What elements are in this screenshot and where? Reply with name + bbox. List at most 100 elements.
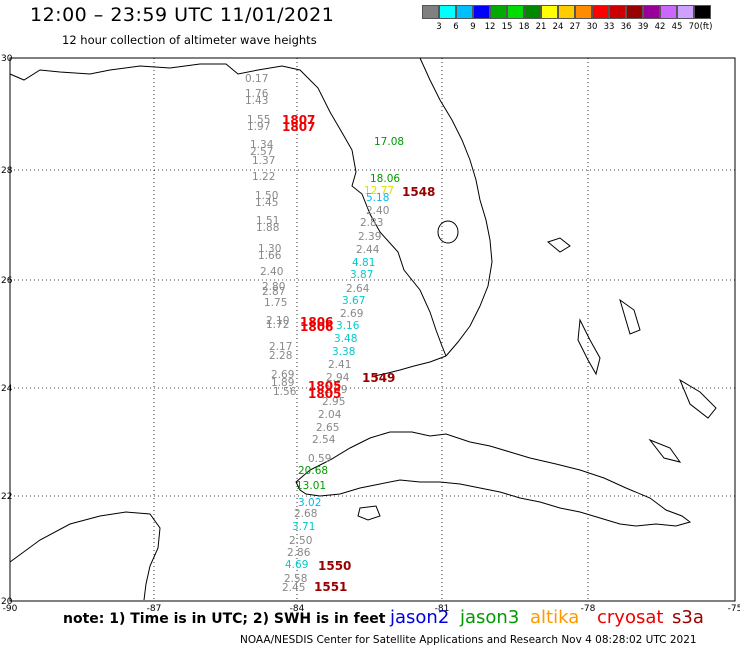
bahamas-ragged — [648, 438, 682, 463]
wave-height-label: 1.97 — [247, 121, 270, 133]
wave-height-label: 1.51 — [256, 215, 279, 227]
wave-height-label: 4.81 — [352, 257, 375, 269]
pass-number-label: 1807 — [282, 120, 315, 134]
wave-height-label: 3.16 — [336, 320, 360, 332]
wave-height-label: 2.10 — [266, 315, 289, 327]
color-scale-label: 70 — [688, 22, 700, 32]
satellite-legend-jason3: jason3 — [460, 607, 520, 628]
wave-height-label: 18.06 — [370, 173, 400, 185]
satellite-legend-cryosat: cryosat — [597, 607, 664, 628]
wave-height-label: 2.45 — [282, 582, 305, 594]
wave-height-label: 2.44 — [356, 244, 380, 256]
longitude-tick-labels: -90 -87 -84 -81 -78 -75 — [3, 604, 740, 614]
wave-height-label: 1.88 — [256, 222, 279, 234]
color-scale-label: 30 — [586, 22, 598, 32]
credit-line: NOAA/NESDIS Center for Satellite Applica… — [240, 634, 697, 646]
isla-de-la-juventud — [357, 505, 381, 521]
color-swatch — [643, 5, 660, 19]
color-scale-label: 33 — [603, 22, 615, 32]
latitude-tick: 28 — [1, 166, 13, 176]
color-swatch — [473, 5, 490, 19]
wave-height-label: 2.94 — [326, 372, 350, 384]
wave-height-label: 4.69 — [285, 559, 308, 571]
color-scale-label: 18 — [518, 22, 530, 32]
wave-height-label: 2.04 — [318, 409, 342, 421]
color-swatch — [541, 5, 558, 19]
wave-height-label: 1.34 — [250, 139, 274, 151]
florida-west-coast — [9, 63, 447, 357]
pass-number-label: 1807 — [282, 113, 315, 127]
wave-height-label: 2.58 — [284, 573, 307, 585]
wave-height-label: 2.80 — [262, 281, 285, 293]
wave-height-label: 3.67 — [342, 295, 365, 307]
wave-height-label: 3.38 — [332, 346, 355, 358]
wave-height-label: 17.08 — [374, 136, 404, 148]
color-scale-label: 15 — [501, 22, 513, 32]
graticule — [10, 58, 735, 601]
color-swatch — [694, 5, 711, 19]
wave-height-label: 2.54 — [312, 434, 336, 446]
wave-height-label: 12.77 — [364, 185, 394, 197]
wave-height-label: 20.68 — [298, 465, 328, 477]
color-scale-label: 27 — [569, 22, 581, 32]
longitude-tick: -90 — [3, 604, 18, 614]
latitude-tick: 24 — [1, 384, 13, 394]
latitude-tick: 30 — [1, 54, 13, 64]
color-scale-label: (ft) — [699, 22, 713, 32]
color-scale-label: 24 — [552, 22, 564, 32]
wave-height-label: 1.89 — [271, 377, 294, 389]
longitude-tick: -75 — [728, 604, 740, 614]
wave-height-label: 1.76 — [245, 88, 269, 100]
wave-height-label: 2.65 — [316, 422, 339, 434]
color-swatch — [422, 5, 439, 19]
wave-height-label: 1.30 — [258, 243, 281, 255]
lake-okeechobee — [437, 220, 459, 244]
pass-number-label: 1550 — [318, 559, 351, 573]
color-swatch — [456, 5, 473, 19]
wave-height-label: 3.02 — [298, 497, 321, 509]
color-swatch — [677, 5, 694, 19]
wave-height-label: 1.37 — [252, 155, 275, 167]
wave-height-label: 2.57 — [250, 146, 273, 158]
wave-height-label: 1.56 — [273, 386, 297, 398]
wave-height-label: 2.40 — [366, 205, 389, 217]
wave-height-label: 2.17 — [269, 341, 292, 353]
color-scale-label: 21 — [535, 22, 547, 32]
longitude-tick: -78 — [581, 604, 596, 614]
wave-height-label: 2.59 — [324, 384, 347, 396]
longitude-tick: -84 — [290, 604, 305, 614]
wave-height-label: 2.64 — [346, 283, 370, 295]
color-swatch — [575, 5, 592, 19]
color-swatch — [609, 5, 626, 19]
bahamas-andros — [577, 318, 601, 376]
color-scale-label: 9 — [470, 22, 476, 32]
pass-number-label: 1805 — [308, 379, 341, 393]
satellite-legend-s3a: s3a — [672, 607, 704, 628]
pass-number-label: 1806 — [300, 315, 333, 329]
color-scale-label: 36 — [620, 22, 632, 32]
wave-height-label: 2.87 — [262, 286, 285, 298]
wave-height-label: 1.50 — [255, 190, 278, 202]
latitude-tick: 22 — [1, 492, 12, 502]
satellite-legend-altika: altika — [530, 607, 580, 628]
pass-number-label: 1806 — [300, 320, 333, 334]
wave-height-label: 0.59 — [308, 453, 331, 465]
wave-height-label: 2.41 — [328, 359, 351, 371]
map-subtitle: 12 hour collection of altimeter wave hei… — [62, 33, 317, 47]
wave-height-label: 2.69 — [271, 369, 294, 381]
florida-keys — [373, 355, 447, 377]
wave-height-label: 1.66 — [258, 250, 282, 262]
color-swatch — [507, 5, 524, 19]
wave-height-label: 1.72 — [266, 319, 289, 331]
color-scale-label: 39 — [637, 22, 649, 32]
wave-height-label: 2.86 — [287, 547, 311, 559]
wave-height-label: 2.69 — [340, 308, 363, 320]
wave-height-label: 3.71 — [292, 521, 315, 533]
bahamas-exumas — [678, 378, 717, 419]
bahamas-grand-bahama — [546, 237, 571, 253]
map-frame — [9, 57, 736, 602]
wave-height-label: 1.45 — [255, 197, 278, 209]
color-swatch — [439, 5, 456, 19]
color-scale-label: 3 — [436, 22, 442, 32]
